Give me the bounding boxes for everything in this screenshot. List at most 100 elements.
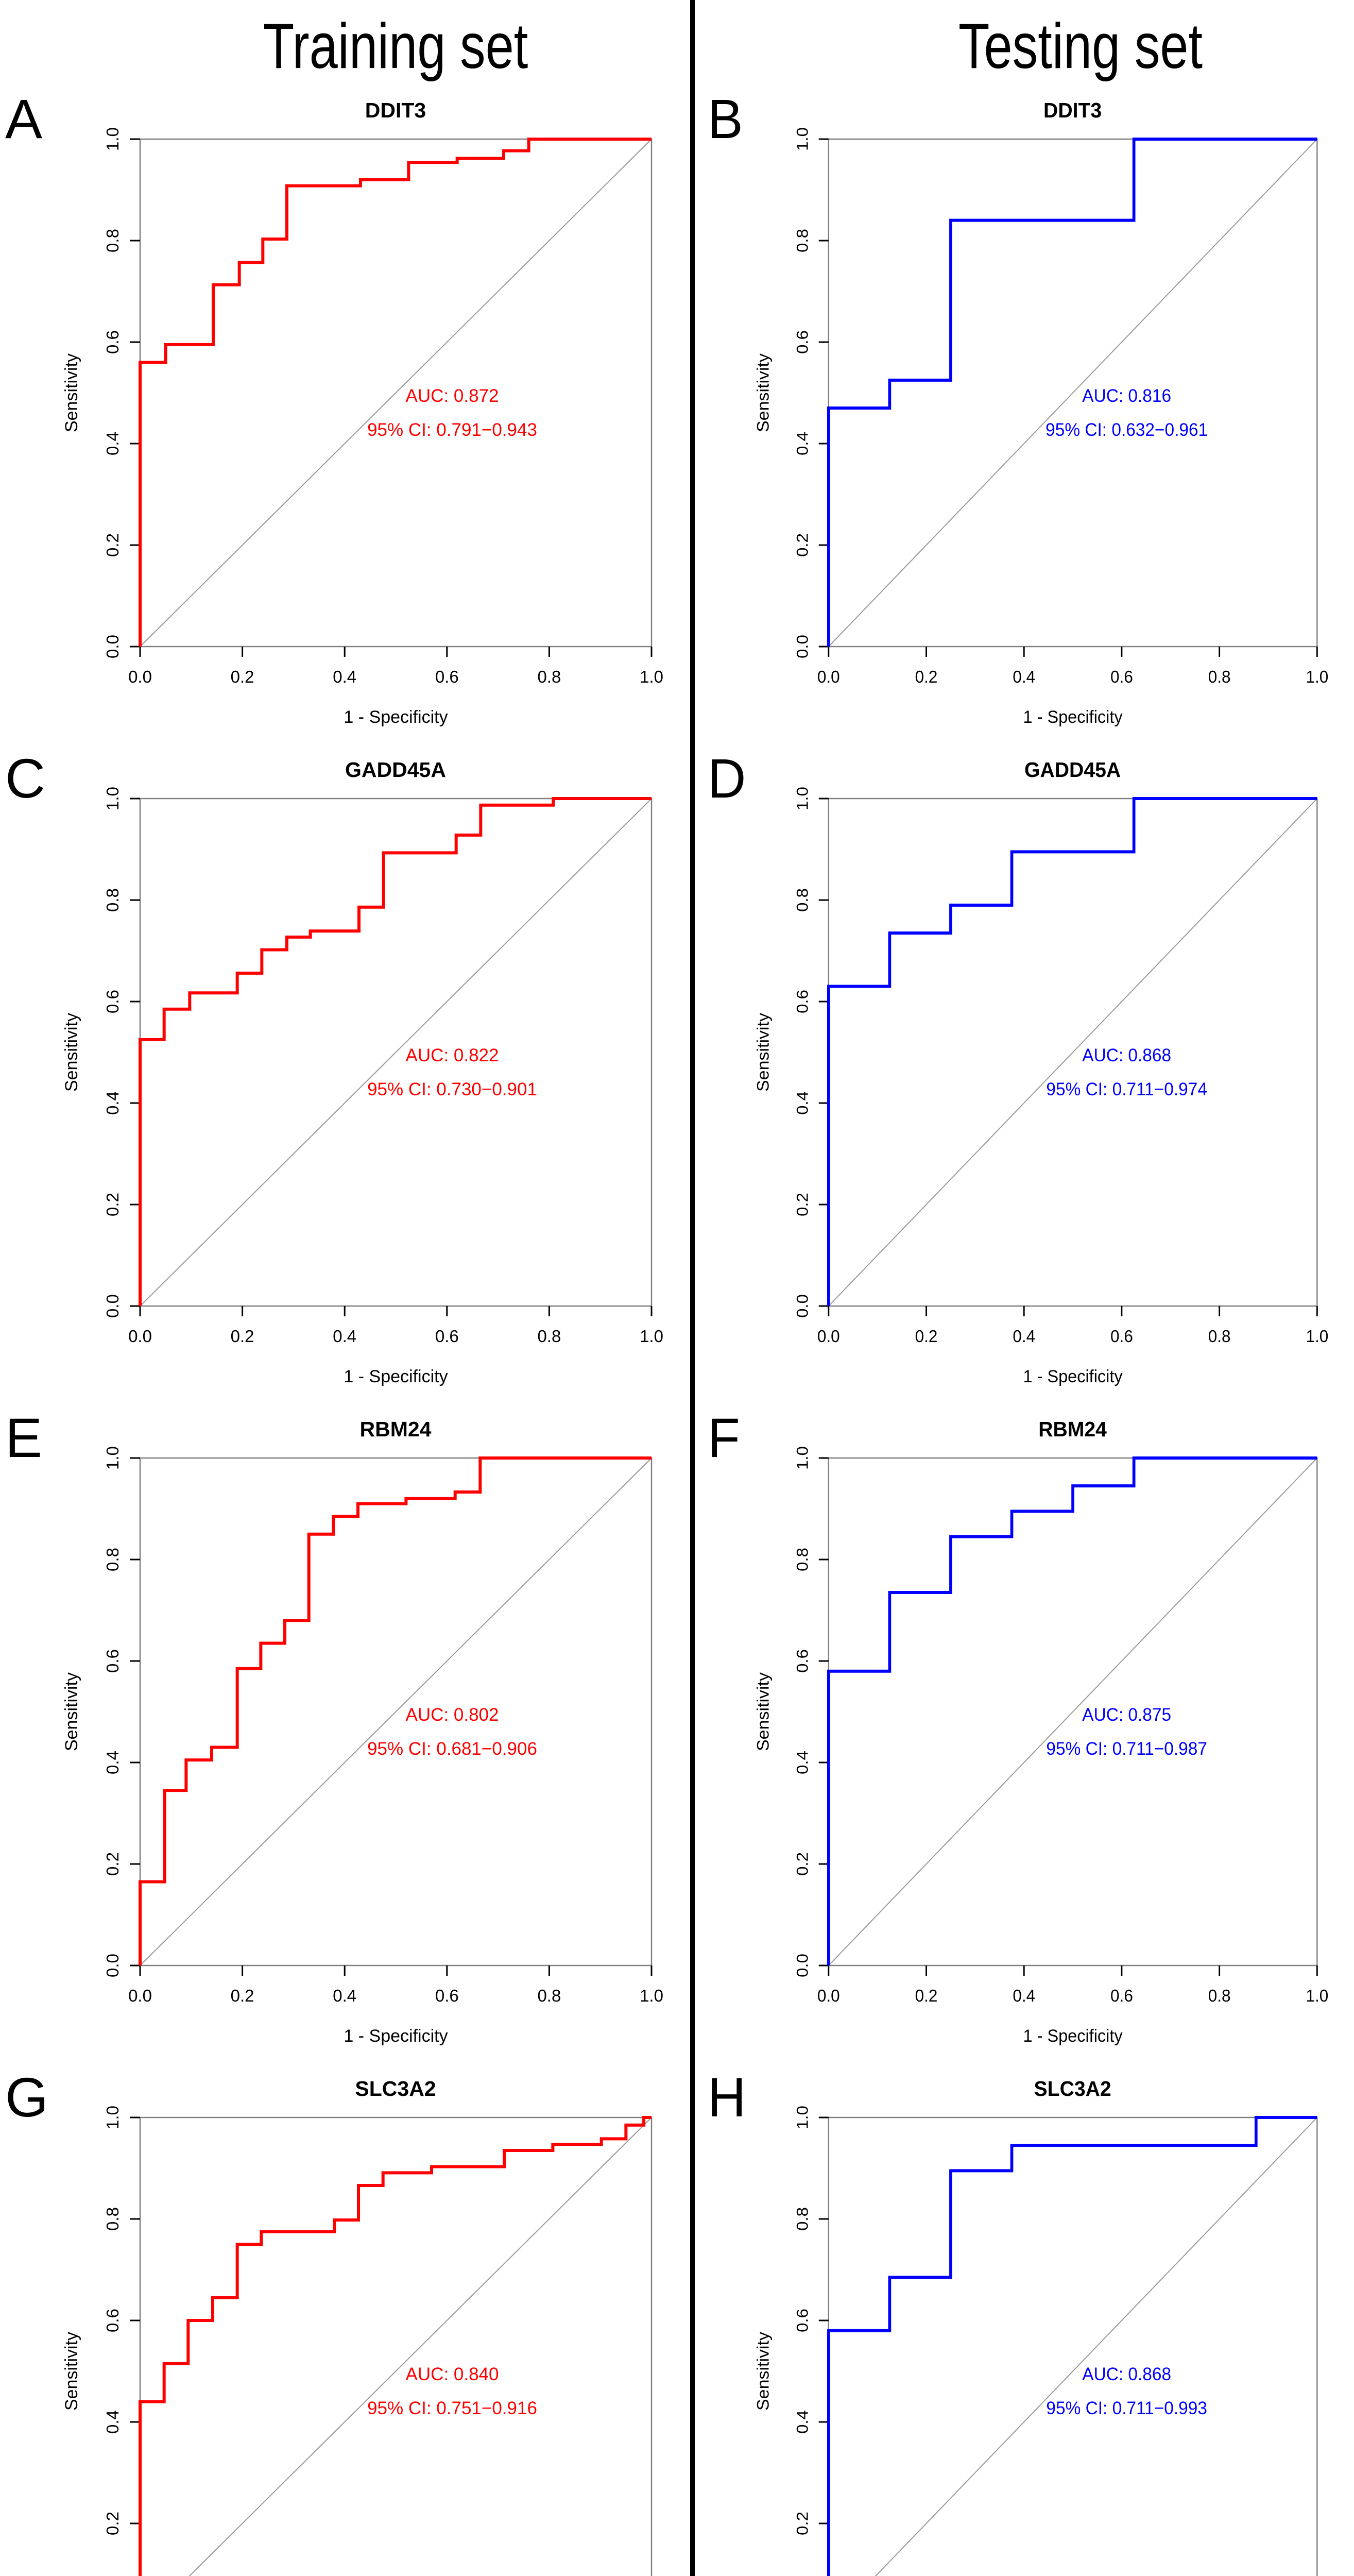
auc-ci-text: 95% CI: 0.632−0.961 [1046, 420, 1208, 440]
svg-text:0.0: 0.0 [103, 635, 122, 658]
svg-text:1.0: 1.0 [103, 127, 122, 151]
auc-value-text: AUC: 0.822 [406, 1045, 499, 1065]
svg-text:0.6: 0.6 [103, 330, 122, 354]
roc-plot: 0.00.00.20.20.40.40.60.60.80.81.01.01 - … [708, 2066, 1318, 2576]
roc-panel-d-gadd45a-testing: 0.0 0.0 0.2 0.2 0.4 0.4 0.6 0.6 0.8 0.8 1.0 1.0 1 - … [695, 747, 1354, 1406]
svg-text:0.8: 0.8 [537, 1327, 561, 1346]
svg-text:0.2: 0.2 [793, 1852, 811, 1876]
training-set-header: Training set [263, 11, 528, 82]
svg-text:1.0: 1.0 [640, 1986, 663, 2005]
svg-text:0.6: 0.6 [793, 330, 811, 354]
svg-text:0.4: 0.4 [103, 2410, 122, 2434]
panel-letter: B [708, 88, 743, 150]
panel-letter: D [708, 748, 746, 810]
svg-text:1.0: 1.0 [793, 787, 811, 810]
svg-text:0.0: 0.0 [793, 1294, 811, 1318]
svg-text:0.6: 0.6 [435, 1986, 459, 2005]
svg-text:1.0: 1.0 [640, 667, 663, 686]
svg-text:Sensitivity: Sensitivity [62, 353, 81, 432]
svg-text:0.2: 0.2 [231, 1986, 254, 2005]
roc-plot: 0.00.00.20.20.40.40.60.60.80.81.01.01 - … [5, 2066, 653, 2576]
svg-text:0.6: 0.6 [103, 2309, 122, 2332]
roc-panel-c-gadd45a-training: 0.0 0.0 0.2 0.2 0.4 0.4 0.6 0.6 0.8 0.8 1.0 1.0 1 - … [0, 747, 690, 1406]
svg-text:1.0: 1.0 [1306, 1986, 1328, 2005]
roc-panel-g-slc3a2-training: 0.00.00.20.20.40.40.60.60.80.81.01.01 - … [0, 2066, 690, 2576]
roc-plot: 0.00.00.20.20.40.40.60.60.80.81.01.01 - … [708, 1407, 1328, 2046]
svg-text:0.4: 0.4 [103, 1751, 122, 1774]
panel-title: DDIT3 [1043, 99, 1102, 122]
auc-ci-text: 95% CI: 0.711−0.987 [1046, 1739, 1207, 1759]
svg-text:0.8: 0.8 [1208, 1986, 1231, 2005]
svg-text:Sensitivity: Sensitivity [62, 1672, 81, 1751]
svg-text:0.4: 0.4 [103, 1091, 122, 1115]
svg-text:0.8: 0.8 [1208, 667, 1231, 686]
svg-text:1 - Specificity: 1 - Specificity [344, 707, 448, 727]
roc-plot: 0.00.00.20.20.40.40.60.60.80.81.01.01 - … [5, 1406, 663, 2046]
svg-text:0.8: 0.8 [103, 1548, 122, 1571]
panel-letter: H [708, 2066, 746, 2129]
auc-ci-text: 95% CI: 0.730−0.901 [367, 1079, 537, 1099]
svg-text:0.8: 0.8 [793, 2207, 811, 2231]
roc-curve [139, 1456, 652, 1965]
roc-curve [827, 1456, 1317, 1965]
svg-text:Sensitivity: Sensitivity [62, 2332, 81, 2411]
svg-text:1 - Specificity: 1 - Specificity [1023, 1367, 1123, 1386]
roc-panel-h-slc3a2-testing: 0.00.00.20.20.40.40.60.60.80.81.01.01 - … [695, 2066, 1354, 2576]
svg-text:0.6: 0.6 [1110, 667, 1133, 686]
column-divider [690, 0, 695, 2576]
roc-plot: 0.00.00.20.20.40.40.60.60.80.81.01.01 - … [5, 747, 663, 1386]
panel-title: GADD45A [345, 758, 446, 782]
auc-value-text: AUC: 0.868 [1082, 2364, 1171, 2384]
roc-curve [139, 138, 652, 647]
panel-title: RBM24 [1038, 1418, 1107, 1441]
svg-text:0.2: 0.2 [103, 1852, 122, 1876]
svg-text:0.6: 0.6 [1110, 1327, 1133, 1346]
roc-panel-b-ddit3-testing: 0.0 0.0 0.2 0.2 0.4 0.4 0.6 0.6 0.8 0.8 1.0 1.0 1 - … [695, 88, 1354, 747]
svg-text:0.0: 0.0 [817, 667, 840, 686]
svg-text:0.0: 0.0 [128, 667, 152, 686]
axes-layer: 0.00.00.20.20.40.40.60.60.80.81.01.01 - … [754, 2106, 1318, 2576]
svg-text:1 - Specificity: 1 - Specificity [1023, 2026, 1123, 2046]
svg-text:1.0: 1.0 [103, 1446, 122, 1470]
svg-text:0.0: 0.0 [793, 1954, 811, 1977]
svg-text:0.6: 0.6 [435, 667, 459, 686]
svg-text:0.6: 0.6 [435, 1327, 459, 1346]
svg-text:1 - Specificity: 1 - Specificity [1023, 707, 1123, 727]
svg-text:0.6: 0.6 [793, 1649, 811, 1673]
svg-text:0.6: 0.6 [1110, 1986, 1133, 2005]
svg-text:0.2: 0.2 [793, 1193, 811, 1216]
svg-text:0.6: 0.6 [793, 990, 811, 1013]
svg-text:1 - Specificity: 1 - Specificity [344, 1367, 448, 1386]
svg-text:0.2: 0.2 [793, 2512, 811, 2535]
roc-plot: 0.00.00.20.20.40.40.60.60.80.81.01.01 - … [708, 88, 1328, 727]
axes-layer: 0.00.00.20.20.40.40.60.60.80.81.01.01 - … [62, 787, 663, 1386]
svg-text:0.8: 0.8 [793, 1548, 811, 1571]
svg-text:0.2: 0.2 [103, 1193, 122, 1216]
axes-layer: 0.00.00.20.20.40.40.60.60.80.81.01.01 - … [754, 787, 1328, 1386]
svg-text:0.4: 0.4 [333, 1327, 356, 1346]
testing-set-header: Testing set [958, 11, 1203, 82]
panel-letter: G [5, 2066, 48, 2128]
auc-value-text: AUC: 0.816 [1082, 386, 1171, 406]
svg-text:0.8: 0.8 [793, 229, 811, 252]
svg-text:1.0: 1.0 [103, 2106, 122, 2129]
roc-curve [139, 797, 652, 1306]
svg-text:0.2: 0.2 [103, 533, 122, 557]
auc-ci-text: 95% CI: 0.711−0.974 [1046, 1079, 1207, 1099]
svg-text:0.0: 0.0 [817, 1986, 840, 2005]
svg-text:0.0: 0.0 [128, 1327, 152, 1346]
svg-text:0.0: 0.0 [793, 635, 811, 658]
svg-text:0.8: 0.8 [103, 2207, 122, 2231]
axes-layer: 0.00.00.20.20.40.40.60.60.80.81.01.01 - … [62, 127, 663, 727]
svg-text:0.8: 0.8 [537, 1986, 561, 2005]
svg-text:Sensitivity: Sensitivity [754, 1672, 773, 1751]
axes-layer: 0.00.00.20.20.40.40.60.60.80.81.01.01 - … [754, 127, 1328, 727]
roc-plot: 0.00.00.20.20.40.40.60.60.80.81.01.01 - … [708, 748, 1328, 1386]
roc-panel-e-rbm24-training: 0.0 0.0 0.2 0.2 0.4 0.4 0.6 0.6 0.8 0.8 1.0 1.0 1 - … [0, 1406, 690, 2066]
svg-text:0.2: 0.2 [915, 1327, 938, 1346]
roc-curve [827, 2116, 1317, 2576]
axes-layer: 0.00.00.20.20.40.40.60.60.80.81.01.01 - … [754, 1446, 1328, 2046]
panel-title: DDIT3 [365, 98, 426, 122]
auc-ci-text: 95% CI: 0.751−0.916 [367, 2398, 537, 2418]
